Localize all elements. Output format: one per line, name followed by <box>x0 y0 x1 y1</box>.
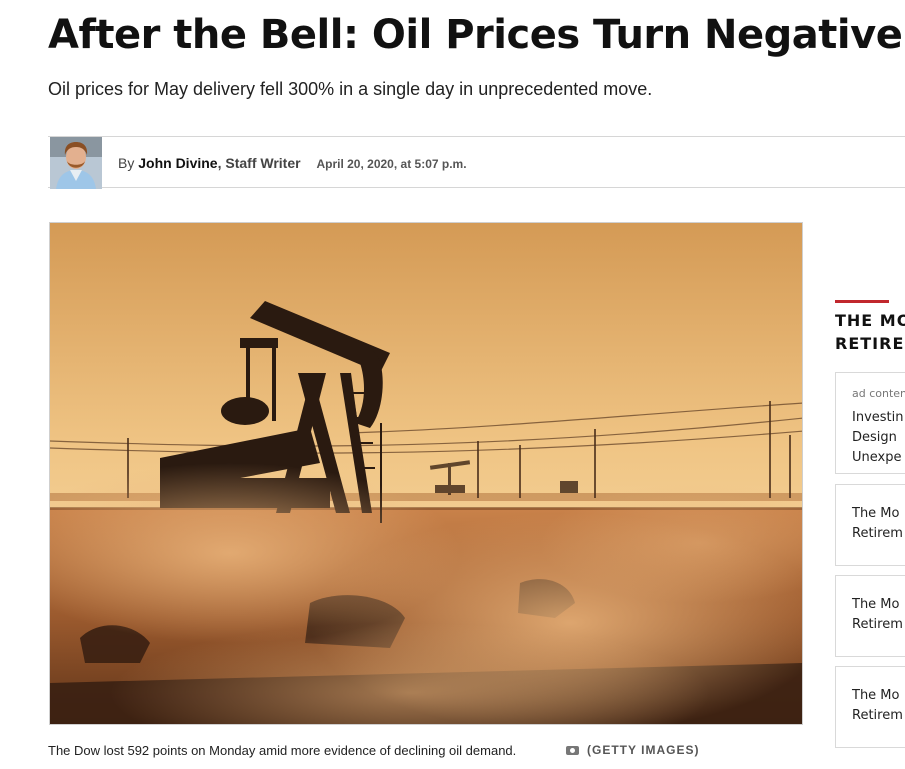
byline-bar: By John Divine, Staff Writer April 20, 2… <box>48 136 905 189</box>
byline-prefix: By <box>118 155 135 171</box>
publish-date: April 20, 2020, at 5:07 p.m. <box>316 157 467 171</box>
sidebar-title-line2: RETIRE <box>835 334 905 353</box>
sidebar-title: THE MO RETIRE <box>835 309 905 355</box>
sidebar-title-line1: THE MO <box>835 311 905 330</box>
author-avatar[interactable] <box>50 137 102 189</box>
sidebar-card-text[interactable]: Investin Design Unexpe <box>852 410 904 465</box>
sidebar-card[interactable]: ad conten Investin Design Unexpe <box>835 372 905 474</box>
author-role-sep: , <box>217 155 226 171</box>
article-subheadline: Oil prices for May delivery fell 300% in… <box>48 79 653 99</box>
ad-content-label: ad conten <box>852 387 905 400</box>
sidebar-accent-line <box>835 300 889 303</box>
sidebar-card[interactable]: The Mo Retirem <box>835 484 905 566</box>
author-link[interactable]: John Divine <box>138 155 218 171</box>
sidebar-card-text[interactable]: The Mo Retirem <box>852 688 903 723</box>
image-caption: The Dow lost 592 points on Monday amid m… <box>48 743 517 758</box>
oil-pumpjack-photo <box>50 223 802 724</box>
hero-image[interactable] <box>49 222 803 725</box>
sidebar: THE MO RETIRE ad conten Investin Design … <box>835 300 905 769</box>
sidebar-card[interactable]: The Mo Retirem <box>835 575 905 657</box>
article-headline: After the Bell: Oil Prices Turn Negative <box>48 12 903 58</box>
author-role[interactable]: Staff Writer <box>225 155 301 171</box>
camera-icon <box>566 746 579 755</box>
author-photo <box>50 137 102 189</box>
sidebar-card-text[interactable]: The Mo Retirem <box>852 597 903 632</box>
image-credit: (GETTY IMAGES) <box>566 743 699 757</box>
sidebar-card[interactable]: The Mo Retirem <box>835 666 905 748</box>
byline: By John Divine, Staff Writer April 20, 2… <box>118 155 467 171</box>
image-credit-text: (GETTY IMAGES) <box>587 743 700 757</box>
sidebar-card-text[interactable]: The Mo Retirem <box>852 506 903 541</box>
